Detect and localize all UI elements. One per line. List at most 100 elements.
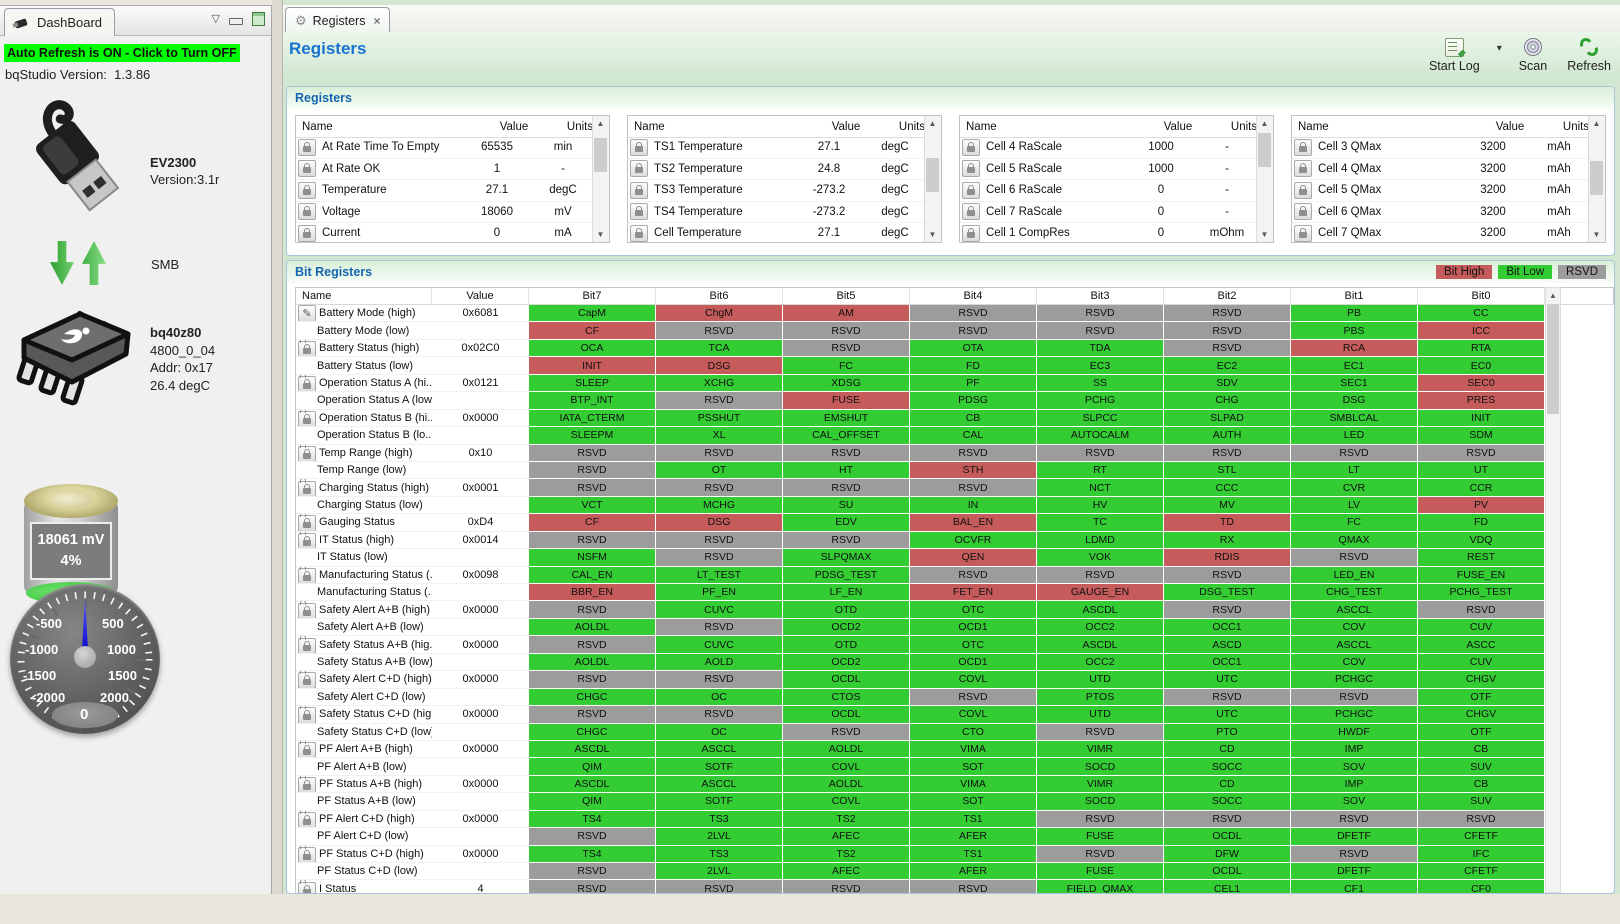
lock-icon[interactable] [298,531,316,549]
bit-cell[interactable]: RSVD [1164,566,1291,584]
bit-cell[interactable]: XCHG [656,374,783,393]
bit-cell[interactable]: IMP [1291,740,1418,759]
lock-icon[interactable] [298,339,316,357]
bit-cell[interactable]: CD [1164,740,1291,759]
bit-cell[interactable]: AFER [910,863,1037,881]
lock-icon[interactable] [298,775,316,793]
bit-cell[interactable]: STL [1164,461,1291,480]
lock-icon[interactable] [298,203,316,221]
bit-cell[interactable]: COVL [910,671,1037,689]
bit-register-row[interactable]: Battery Status (low) INIT DSG FC FD EC3 EC2 EC1… [296,357,1614,375]
bit-cell[interactable]: IMP [1291,775,1418,794]
bit-cell[interactable]: SLEEPM [529,427,656,445]
register-row[interactable]: Current 0 mA [296,223,592,242]
bit-cell[interactable]: FC [1291,514,1418,532]
bit-cell[interactable]: INIT [529,357,656,375]
lock-icon[interactable] [298,810,316,828]
bit-cell[interactable]: TCA [656,339,783,358]
bit-register-row[interactable]: Charging Status (low) VCT MCHG SU IN HV MV LV PV [296,496,1614,515]
bit-cell[interactable]: RSVD [529,479,656,497]
table-scrollbar[interactable]: ▲ ▼ [1588,116,1605,242]
bit-cell[interactable]: FC [783,357,910,375]
bit-cell[interactable]: 2LVL [656,863,783,881]
bit-register-row[interactable]: PF Status A+B (high) 0x0000 ASCDL ASCCL AOLD… [296,775,1614,794]
bit-cell[interactable]: OCC1 [1164,618,1291,637]
lock-icon[interactable] [298,601,316,618]
bit-cell[interactable]: BTP_INT [529,392,656,410]
bit-cell[interactable]: ASCD [1164,636,1291,654]
panel-divider[interactable] [272,0,283,894]
bit-cell[interactable]: VIMA [910,740,1037,759]
bit-cell[interactable]: CHG_TEST [1291,584,1418,602]
bit-cell[interactable]: AOLD [656,653,783,672]
register-row[interactable]: Cell 7 RaScale 0 - [960,202,1256,223]
bit-cell[interactable]: SUV [1418,758,1545,776]
bit-cell[interactable]: TS2 [783,845,910,863]
bit-cell[interactable]: FUSE_EN [1418,566,1545,584]
bit-cell[interactable]: PSSHUT [656,409,783,428]
bit-cell[interactable]: DSG [656,357,783,375]
bit-column-header[interactable]: Bit6 [656,288,783,304]
bit-cell[interactable]: SOCC [1164,758,1291,776]
bit-cell[interactable]: VIMR [1037,740,1164,759]
register-row[interactable]: At Rate OK 1 - [296,159,592,180]
bit-cell[interactable]: RSVD [783,339,910,358]
bit-cell[interactable]: CFETF [1418,863,1545,881]
bit-cell[interactable]: IN [910,496,1037,515]
bit-cell[interactable]: CCC [1164,479,1291,497]
bit-register-row[interactable]: Safety Status A+B (low) AOLDL AOLD OCD2 OCD1… [296,653,1614,672]
bit-cell[interactable]: OC [656,723,783,741]
bit-cell[interactable]: ASCC [1418,636,1545,654]
lock-icon[interactable] [298,514,316,531]
lock-icon[interactable] [1294,203,1312,221]
bit-cell[interactable]: EC2 [1164,357,1291,375]
bit-cell[interactable]: VDQ [1418,531,1545,550]
bit-cell[interactable]: LED [1291,427,1418,445]
bit-cell[interactable]: SLPQMAX [783,549,910,567]
bit-column-header[interactable]: Bit0 [1418,288,1545,304]
bit-cell[interactable]: AOLDL [529,618,656,637]
bit-cell[interactable]: OCDL [783,671,910,689]
auto-refresh-banner[interactable]: Auto Refresh is ON - Click to Turn OFF [4,44,240,62]
bit-cell[interactable]: RSVD [1037,444,1164,462]
bit-column-header[interactable]: Value [432,288,529,304]
lock-icon[interactable] [298,181,316,199]
bit-cell[interactable]: CFETF [1418,828,1545,846]
bit-cell[interactable]: PBS [1291,322,1418,340]
scroll-up-icon[interactable]: ▲ [1549,291,1557,300]
bit-cell[interactable]: RSVD [529,828,656,846]
bit-cell[interactable]: CF [529,514,656,532]
register-row[interactable]: Cell 4 QMax 3200 mAh [1292,159,1588,180]
column-header[interactable]: Value [499,120,529,133]
bit-cell[interactable]: SOCC [1164,793,1291,811]
bit-cell[interactable]: CTO [910,723,1037,741]
bit-register-row[interactable]: I Status 4 RSVD RSVD RSVD RSVD FIELD_QMAX CEL1 C… [296,880,1614,893]
bit-cell[interactable]: OTD [783,601,910,619]
bit-cell[interactable]: ASCCL [1291,636,1418,654]
bit-cell[interactable]: RSVD [1418,601,1545,619]
bit-cell[interactable]: RSVD [783,322,910,340]
bit-cell[interactable]: DSG [656,514,783,532]
scroll-down-icon[interactable]: ▼ [1592,230,1601,239]
bit-cell[interactable]: CVR [1291,479,1418,497]
lock-icon[interactable] [1294,138,1312,156]
bit-cell[interactable]: COVL [783,758,910,776]
bit-cell[interactable]: TC [1037,514,1164,532]
bit-cell[interactable]: PTO [1164,723,1291,741]
bit-cell[interactable]: PV [1418,496,1545,515]
bit-column-header[interactable]: Name [296,288,432,304]
bit-cell[interactable]: RSVD [1418,444,1545,462]
bit-cell[interactable]: BBR_EN [529,584,656,602]
bit-cell[interactable]: COVL [783,793,910,811]
lock-icon[interactable] [298,706,316,723]
bit-cell[interactable]: AFEC [783,828,910,846]
bit-cell[interactable]: CF0 [1418,880,1545,893]
bit-register-row[interactable]: Temp Range (high) 0x10 RSVD RSVD RSVD RSVD RSV… [296,444,1614,462]
bit-cell[interactable]: SEC1 [1291,374,1418,393]
tab-registers[interactable]: ⚙ Registers × [285,7,391,33]
bit-register-row[interactable]: ✎ Battery Mode (high) 0x6081 CapM ChgM AM RSVD… [296,305,1614,323]
register-row[interactable]: Voltage 18060 mV [296,202,592,223]
bit-cell[interactable]: DSG_TEST [1164,584,1291,602]
bit-cell[interactable]: ASCDL [1037,636,1164,654]
bit-cell[interactable]: OCD2 [783,653,910,672]
